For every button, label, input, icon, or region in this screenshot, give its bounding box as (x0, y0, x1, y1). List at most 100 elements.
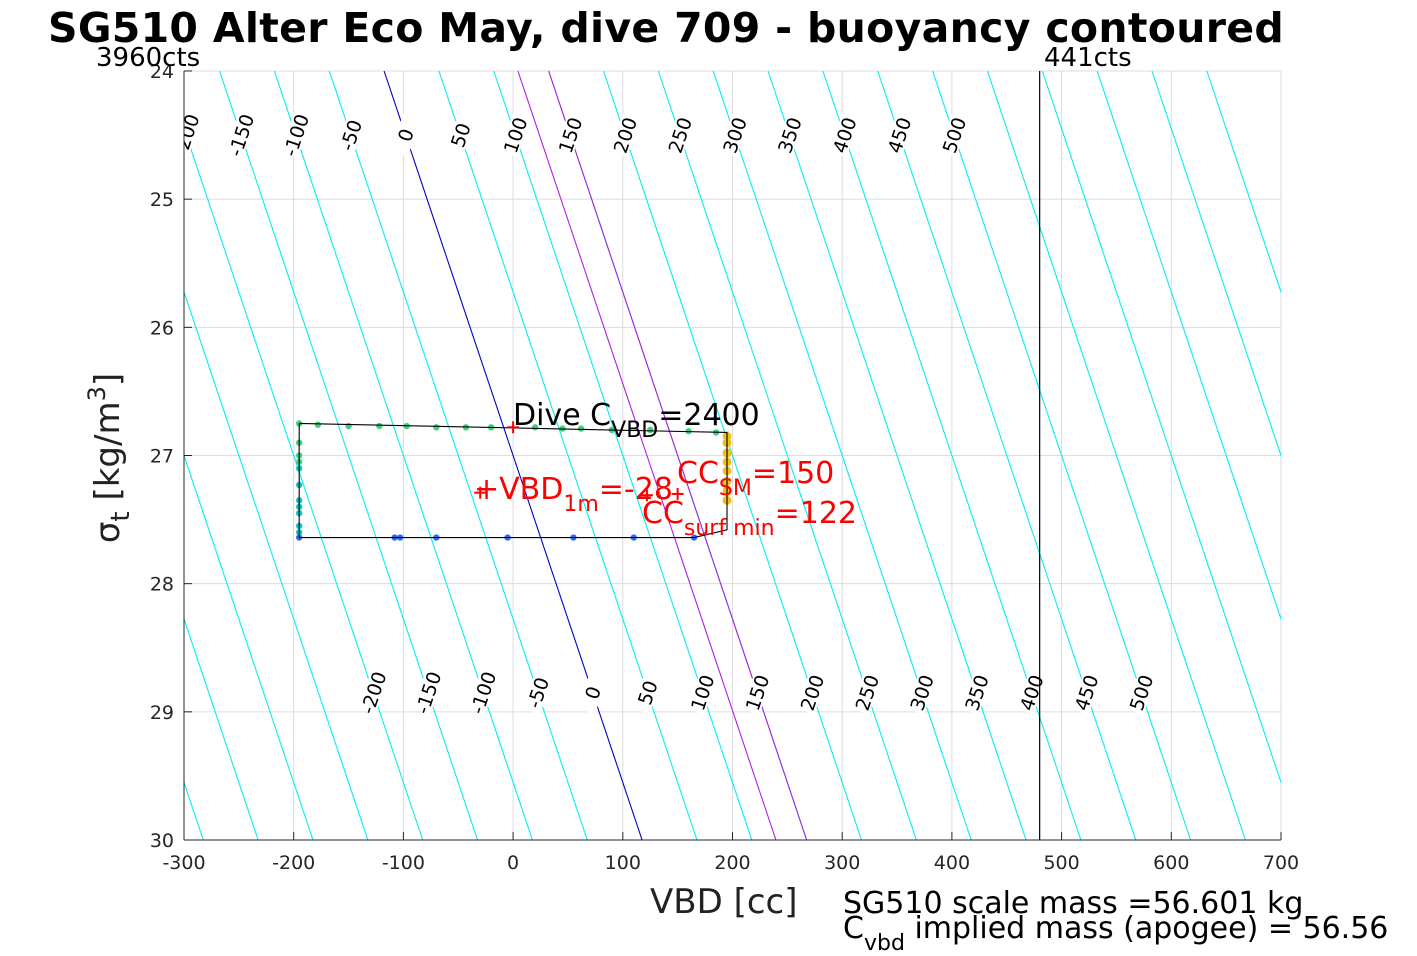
contour-label-bottom-bg (632, 670, 663, 715)
cc-sm-marker (671, 487, 684, 500)
y-axis-label-sigma: σ (88, 521, 128, 544)
contour-label-top-bg (829, 113, 860, 157)
contour-label-top: -300 (60, 111, 95, 159)
contour-label-bottom-bg (1126, 670, 1157, 715)
contour-label-top-bg (884, 113, 915, 157)
contour-label-bottom-bg (1071, 670, 1102, 715)
contour-label-top-bg (226, 113, 256, 157)
contour-label-bottom-bg (852, 670, 882, 715)
x-tick-label: 300 (824, 852, 860, 874)
contour-label-top-bg (719, 113, 750, 157)
contour-line (602, 71, 863, 840)
contour-line (1151, 71, 1281, 458)
contour-line (1041, 71, 1281, 785)
y-tick-label: 30 (150, 830, 174, 852)
x-tick-label: 600 (1153, 852, 1189, 874)
contour-line (712, 71, 972, 840)
y-axis-label-close: ] (88, 372, 128, 387)
annotation-dive-cvbd-prefix: Dive C (513, 398, 612, 433)
contour-line (767, 71, 1027, 840)
annotation-vbd-1m-sub: 1m (563, 492, 599, 517)
annotation-vbd-1m-prefix: +VBD (474, 472, 564, 507)
annotation-dive-cvbd-value: =2400 (658, 398, 760, 433)
contour-label-top-bg (335, 113, 366, 157)
y-axis-label-sub: t (106, 511, 136, 522)
y-tick-label: 27 (150, 446, 174, 468)
contour-label-top-bg (610, 113, 640, 157)
contour-label-bottom-bg (358, 670, 389, 715)
contour-line (1206, 71, 1281, 294)
y-tick-label: 25 (150, 189, 174, 211)
contour-label-bottom-bg (577, 670, 608, 715)
contour-label-top-bg (62, 113, 92, 157)
contour-label-top-bg (390, 113, 421, 157)
contour-label-top-bg (555, 113, 586, 157)
contour-line (438, 71, 698, 840)
annotation-vbd-1m: +VBD1m=-28 (474, 472, 673, 517)
data-point (314, 421, 322, 428)
footer-implied-sub: vbd (863, 931, 905, 956)
contour-label-top-bg (939, 113, 969, 157)
x-tick-label: 500 (1043, 852, 1079, 874)
contour-label-top-bg (445, 113, 476, 157)
contour-label-bottom-bg (468, 670, 498, 715)
annotation-cc-surf-min-prefix: CC (642, 496, 684, 531)
data-point (433, 424, 440, 431)
y-tick-label: 26 (150, 317, 174, 339)
annotation-cc-sm: CCSM=150 (677, 456, 834, 501)
contour-label-top-bg (116, 113, 146, 157)
data-point (345, 422, 352, 430)
contour-label-top-bg (7, 113, 37, 157)
contour-line (493, 71, 753, 840)
x-tick-label: -300 (162, 852, 205, 874)
contour-line (273, 71, 533, 840)
contour-label-bottom-bg (961, 670, 992, 715)
contour-line (184, 290, 369, 840)
contour-label-top-bg (184, 113, 202, 157)
annotation-cc-sm-sub: SM (718, 476, 752, 501)
y-tick-label: 28 (150, 574, 174, 596)
x-tick-label: -200 (272, 852, 315, 874)
footer-scale-mass: SG510 scale mass =56.601 kg (843, 886, 1304, 921)
footer-implied-prefix: C (843, 911, 864, 946)
x-tick-label: 100 (605, 852, 641, 874)
contour-line (822, 71, 1082, 840)
contour-label-bottom-bg (687, 670, 718, 715)
contour-label-top-bg (280, 113, 311, 157)
contour-label-bottom-bg (413, 670, 443, 715)
contour-line (383, 71, 643, 840)
contour-line (184, 126, 424, 840)
contour-line (932, 71, 1192, 840)
y-tick-label: 24 (150, 61, 174, 83)
annotation-cc-sm-prefix: CC (677, 456, 719, 491)
contour-label-top-bg (774, 113, 805, 157)
contour-label-top-bg (664, 113, 695, 157)
x-tick-label: -100 (382, 852, 425, 874)
annotation-vbd-1m-value: =-28 (598, 472, 673, 507)
data-point (577, 425, 585, 432)
data-point (647, 426, 654, 434)
y-tick-label: 29 (150, 702, 174, 724)
x-tick-label: 200 (714, 852, 750, 874)
annotation-dive-cvbd-sub: VBD (611, 418, 659, 443)
footer-implied-text: implied mass (apogee) = 56.56 (904, 911, 1389, 946)
contour-label-top-bg (500, 113, 531, 157)
vbd-max-counts-label: 441cts (1044, 43, 1132, 73)
y-axis-label-sup: 3 (83, 386, 111, 402)
contour-line (657, 71, 917, 840)
contour-line (1096, 71, 1281, 621)
data-point (295, 420, 303, 427)
x-axis-label: VBD [cc] (650, 882, 798, 922)
annotation-cc-surf-min: CCsurf min=122 (642, 496, 857, 541)
contour-label-bottom-bg (906, 670, 937, 715)
y-axis-label: σt [kg/m3] (83, 372, 136, 544)
highlight-contour-line (548, 71, 808, 840)
contour-line (877, 71, 1137, 840)
contour-label-bottom-bg (797, 670, 827, 715)
dive-trajectory-line (298, 422, 728, 539)
data-point (376, 422, 383, 430)
chart-title: SG510 Alter Eco May, dive 709 - buoyancy… (48, 4, 1285, 52)
contour-group: -400-350-300-250-200-150-100-50050100150… (7, 71, 1281, 840)
annotation-cc-surf-min-sub: surf min (683, 516, 775, 541)
x-tick-label: 400 (934, 852, 970, 874)
